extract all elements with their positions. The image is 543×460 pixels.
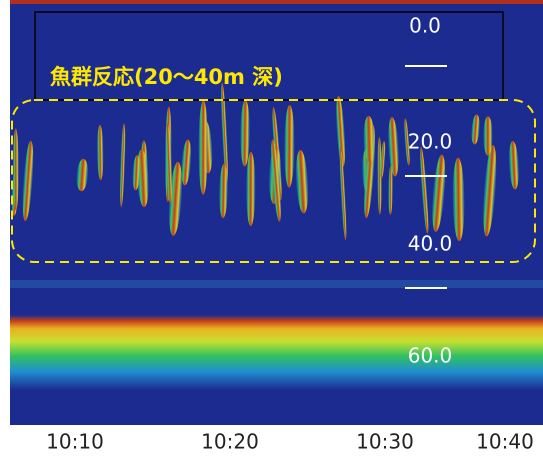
- scatter-layer: [10, 280, 543, 288]
- seabed-echo: [10, 315, 543, 390]
- screenshot: 0.0 20.0 40.0 60.0 魚群反応(20～40m 深) 10:10 …: [0, 0, 543, 460]
- time-label: 10:20: [201, 430, 259, 454]
- time-label: 10:30: [356, 430, 414, 454]
- depth-label: 60.0: [408, 344, 453, 368]
- depth-label: 20.0: [408, 130, 453, 154]
- time-label: 10:40: [476, 430, 534, 454]
- annotation: 魚群反応(20～40m 深): [50, 65, 283, 89]
- surface-line: [10, 0, 543, 4]
- depth-label: 0.0: [409, 14, 441, 38]
- time-label: 10:10: [46, 430, 104, 454]
- fish-echo: [483, 116, 492, 155]
- depth-label: 40.0: [408, 232, 453, 256]
- echogram: 0.0 20.0 40.0 60.0 魚群反応(20～40m 深) 10:10 …: [0, 0, 543, 460]
